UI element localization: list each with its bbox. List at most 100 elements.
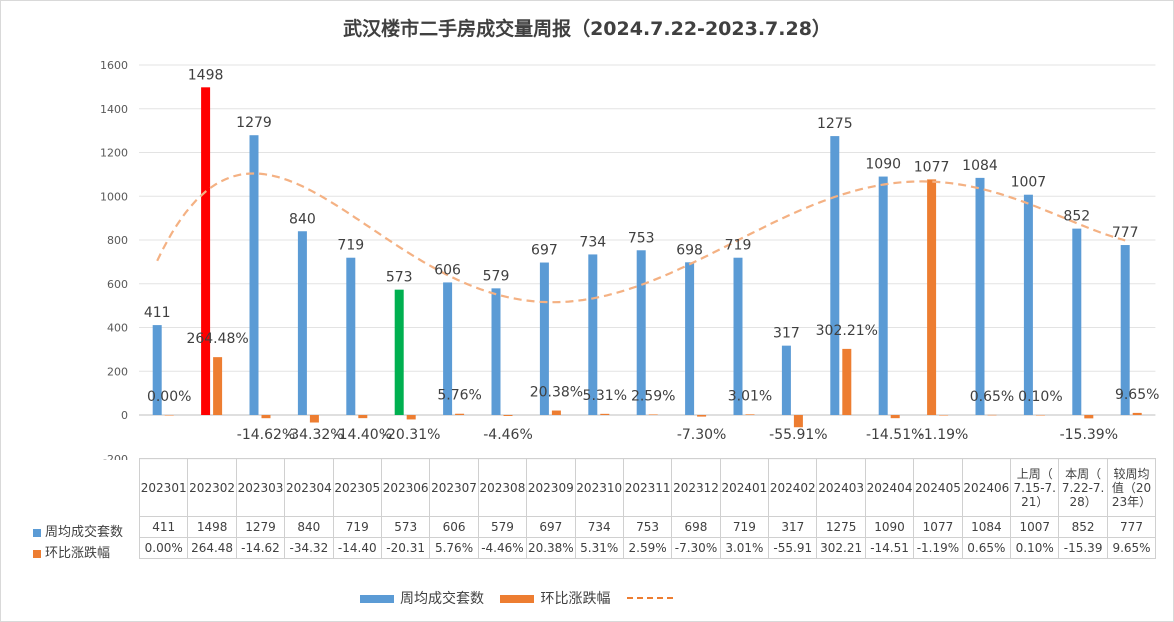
bar-change-本周（7.22-7.28） [1084, 415, 1094, 419]
data-label-change: 264.48% [186, 331, 248, 347]
data-label-units: 719 [725, 238, 752, 254]
table-header-cell: 202311 [622, 458, 673, 517]
bar-change-202311 [648, 414, 658, 415]
data-label-change: -14.51% [866, 427, 924, 443]
data-label-units: 411 [144, 305, 171, 321]
data-label-units: 1090 [865, 157, 901, 173]
gridlines [139, 64, 1156, 460]
table-cell: 719 [719, 516, 770, 538]
bar-change-202309 [551, 410, 561, 415]
table-header-cell: 202310 [574, 458, 624, 517]
bar-units-202406 [975, 177, 985, 415]
bar-change-202307 [455, 413, 465, 415]
data-label-change: -15.39% [1060, 427, 1118, 443]
trendline-path [156, 172, 1126, 304]
bar-change-202306 [406, 415, 416, 420]
bar-units-202306 [394, 289, 404, 415]
table-cell: 777 [1106, 516, 1157, 538]
y-tick-label: 600 [107, 278, 128, 291]
table-cell: -14.51 [864, 537, 915, 559]
y-tick-label: -200 [103, 453, 128, 460]
table-cell: -4.46% [477, 537, 528, 559]
y-tick-label: 1200 [100, 147, 128, 160]
bar-units-本周（7.22-7.28） [1072, 228, 1082, 415]
bar-units-202402 [781, 345, 791, 415]
data-label-units: 606 [434, 262, 461, 278]
data-label-change: 0.10% [1018, 389, 1062, 405]
bar-units-202311 [636, 250, 646, 415]
table-cell: 302.21 [816, 537, 866, 559]
data-label-units: 1077 [914, 159, 950, 175]
bar-change-202403 [842, 348, 852, 415]
table-cell: -20.31 [380, 537, 431, 559]
bar-change-202401 [745, 414, 755, 415]
table-header-cell: 202403 [816, 458, 866, 517]
table-header-cell: 202307 [429, 458, 479, 517]
legend-swatch-icon [500, 595, 535, 603]
bar-change-202405 [939, 415, 949, 416]
y-axis-ticks: -200 0 200 400 600 800 1000 1200 1400 1600 [100, 59, 128, 460]
data-label-change: -7.30% [677, 427, 727, 443]
bar-change-202305 [358, 415, 368, 419]
table-header-cell: 较周均 值（20 23年） [1106, 458, 1157, 517]
table-cell: 1077 [913, 516, 963, 538]
data-label-change: 5.31% [583, 388, 627, 404]
legend-trendline-icon [626, 597, 673, 599]
legend-item-units: 周均成交套数 [360, 588, 484, 608]
data-label-units: 1007 [1011, 175, 1047, 191]
data-label-units: 1498 [188, 67, 224, 83]
data-label-change: 3.01% [728, 388, 772, 404]
table-header-cell: 202305 [332, 458, 382, 517]
table-row-label-units: 周均成交套数 [33, 521, 123, 540]
bar-change-较周均值（2023年） [1132, 412, 1142, 415]
table-row-units: 411 1498 1279 840 719 573 606 579 697 734 753 698 71… [138, 516, 1157, 538]
bar-change-202406 [987, 414, 997, 416]
data-label-change: -14.40% [334, 427, 392, 443]
y-tick-label: 400 [107, 322, 128, 335]
table-header-cell: 202404 [864, 458, 915, 517]
table-header-cell: 202306 [380, 458, 431, 517]
swatch-icon [33, 528, 41, 537]
bar-change-202301 [164, 415, 174, 416]
table-cell: 1275 [816, 516, 866, 538]
data-label-change: 2.59% [631, 388, 675, 404]
bar-change-上周（7.15-7.21） [1035, 414, 1045, 416]
table-cell: 5.31% [574, 537, 624, 559]
table-header-row: 202301 202302 202303 202304 202305 202306 2023… [138, 458, 1157, 517]
table-cell: 0.00% [138, 537, 189, 559]
data-label-change: 5.76% [437, 388, 481, 404]
table-row-change: 0.00% 264.48 -14.62 -34.32 -14.40 -20.31 5.76%… [138, 537, 1157, 559]
table-cell: 606 [429, 516, 479, 538]
data-label-units: 719 [337, 238, 364, 254]
table-cell: 9.65% [1106, 537, 1157, 559]
table-row-label-change: 环比涨跌幅 [33, 542, 110, 561]
table-cell: 5.76% [429, 537, 479, 559]
table-cell: 1007 [1010, 516, 1060, 538]
table-header-cell: 202304 [284, 458, 334, 517]
table-header-cell: 上周（ 7.15-7. 21） [1010, 458, 1060, 517]
table-cell: 698 [671, 516, 721, 538]
data-label-change: 0.65% [970, 389, 1014, 405]
swatch-icon [33, 549, 41, 558]
table-header-cell: 202309 [526, 458, 576, 517]
bar-change-202312 [697, 415, 707, 417]
table-cell: 411 [138, 516, 189, 538]
data-label-units: 734 [579, 234, 606, 250]
bar-units-202404 [878, 176, 888, 415]
data-label-units: 1279 [236, 115, 272, 131]
data-label-units: 317 [773, 326, 800, 342]
table-cell: 1084 [961, 516, 1012, 538]
bar-change-202302 [213, 357, 223, 415]
table-cell: 1090 [864, 516, 915, 538]
table-cell: -14.40 [332, 537, 382, 559]
table-cell: 0.65% [961, 537, 1012, 559]
chart-plot: -200 0 200 400 600 800 1000 1200 1400 1600 411 0.0… [100, 59, 1159, 460]
bar-units-202303 [249, 135, 259, 415]
bar-change-202310 [600, 413, 610, 415]
bar-change-202402 [793, 415, 803, 428]
bar-change-202404 [890, 415, 900, 419]
legend-item-trendline [626, 590, 673, 606]
chart-title: 武汉楼市二手房成交量周报（2024.7.22-2023.7.28） [343, 18, 831, 40]
data-label-change: -55.91% [769, 427, 827, 443]
table-header-cell: 202401 [719, 458, 770, 517]
